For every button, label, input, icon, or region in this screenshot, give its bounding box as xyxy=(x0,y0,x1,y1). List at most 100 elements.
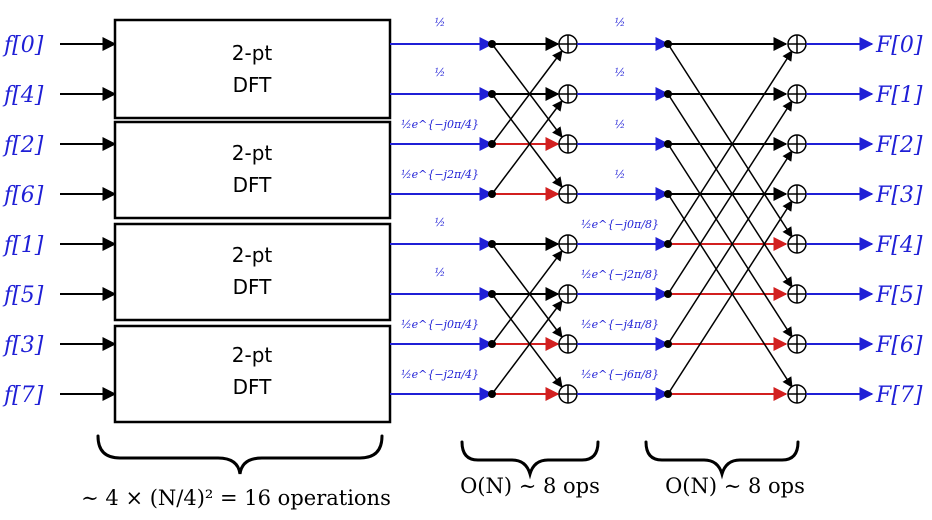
input-label: f[6] xyxy=(2,183,44,208)
adder-symbol xyxy=(558,384,578,404)
stage1-coefficients: ½ ½ ½e^{−j0π/4} ½e^{−j2π/4} ½ ½ ½e^{−j0π… xyxy=(401,16,479,381)
junction-node xyxy=(664,140,672,148)
adder-symbol xyxy=(787,34,807,54)
coefficient-label: ½e^{−j4π/8} xyxy=(581,318,659,331)
adder-symbol xyxy=(558,234,578,254)
dft-blocks: 2-pt DFT 2-pt DFT 2-pt DFT 2-pt DFT xyxy=(113,18,392,424)
coefficient-label: ½ xyxy=(615,118,626,131)
butterfly-cross xyxy=(491,300,563,395)
junction-node xyxy=(488,190,496,198)
adder-symbol xyxy=(558,84,578,104)
output-labels: F[0] F[1] F[2] F[3] F[4] F[5] F[6] F[7] xyxy=(875,33,923,408)
dft-cost-label: ∼ 4 × (N/4)² = 16 operations xyxy=(81,486,391,510)
butterfly-cross xyxy=(491,50,563,145)
butterfly-cross xyxy=(491,293,563,388)
adder-symbol xyxy=(558,34,578,54)
input-label: f[0] xyxy=(2,33,44,58)
junction-node xyxy=(488,140,496,148)
dft-block-line1: 2-pt xyxy=(232,243,273,267)
input-arrows xyxy=(60,37,117,401)
dft-block-line2: DFT xyxy=(233,73,273,97)
output-label: F[5] xyxy=(875,283,923,308)
junction-node xyxy=(664,390,672,398)
butterfly-cross xyxy=(667,43,793,238)
junction-node xyxy=(488,40,496,48)
stage1-brace xyxy=(460,440,600,480)
dft-block-line2: DFT xyxy=(233,375,273,399)
coefficient-label: ½ xyxy=(615,66,626,79)
coefficient-label: ½ xyxy=(435,266,446,279)
coefficient-label: ½e^{−j2π/4} xyxy=(401,368,479,381)
dft-block-line2: DFT xyxy=(233,275,273,299)
butterfly-cross xyxy=(667,193,793,388)
braces xyxy=(96,434,800,480)
junction-node xyxy=(664,190,672,198)
stage2-brace xyxy=(644,440,800,480)
butterfly-cross xyxy=(667,150,793,345)
butterfly-cross xyxy=(667,93,793,288)
input-label: f[5] xyxy=(2,283,44,308)
junction-node xyxy=(488,390,496,398)
adder-symbol xyxy=(787,184,807,204)
coefficient-label: ½ xyxy=(435,66,446,79)
dft-block: 2-pt DFT xyxy=(113,120,392,220)
stage2-straight-lines xyxy=(668,37,788,401)
adder-symbol xyxy=(558,134,578,154)
coefficient-label: ½e^{−j0π/8} xyxy=(581,218,659,231)
butterfly-cross xyxy=(491,100,563,195)
coefficient-label: ½e^{−j2π/4} xyxy=(401,168,479,181)
input-label: f[7] xyxy=(2,383,44,408)
adder-symbol xyxy=(787,134,807,154)
dft-block-line2: DFT xyxy=(233,173,273,197)
junction-node xyxy=(488,90,496,98)
junction-node xyxy=(664,90,672,98)
dft-block: 2-pt DFT xyxy=(113,222,392,322)
stage1-nodes xyxy=(488,40,496,398)
adder-symbol xyxy=(787,334,807,354)
adder-symbol xyxy=(787,284,807,304)
butterfly-cross xyxy=(491,93,563,188)
junction-node xyxy=(488,240,496,248)
coefficient-label: ½ xyxy=(435,216,446,229)
stage2-coefficients: ½ ½ ½ ½ ½e^{−j0π/8} ½e^{−j2π/8} ½e^{−j4π… xyxy=(581,16,659,381)
junction-node xyxy=(488,340,496,348)
input-label: f[1] xyxy=(2,233,44,258)
coefficient-label: ½e^{−j2π/8} xyxy=(581,268,659,281)
junction-node xyxy=(664,40,672,48)
junction-node xyxy=(664,290,672,298)
input-labels: f[0] f[4] f[2] f[6] f[1] f[5] f[3] f[7] xyxy=(2,33,44,408)
coefficient-label: ½ xyxy=(615,168,626,181)
butterfly-cross xyxy=(667,50,793,245)
dft-block-line1: 2-pt xyxy=(232,41,273,65)
stage1-adders xyxy=(558,34,578,404)
butterfly-cross xyxy=(491,250,563,345)
butterfly-cross xyxy=(491,243,563,338)
stage2-cross-lines xyxy=(667,43,793,395)
input-label: f[2] xyxy=(2,133,44,158)
adder-symbol xyxy=(558,334,578,354)
stage2-signal-lines xyxy=(577,37,670,401)
stage1-cost-label: O(N) ∼ 8 ops xyxy=(460,474,600,498)
coefficient-label: ½ xyxy=(435,16,446,29)
output-label: F[3] xyxy=(875,183,923,208)
adder-symbol xyxy=(558,184,578,204)
adder-symbol xyxy=(787,384,807,404)
output-label: F[1] xyxy=(875,83,923,108)
stage1-cross-lines xyxy=(491,43,563,395)
coefficient-label: ½e^{−j0π/4} xyxy=(401,118,479,131)
stage1-straight-lines xyxy=(492,37,560,401)
cost-annotations: ∼ 4 × (N/4)² = 16 operations O(N) ∼ 8 op… xyxy=(81,474,805,510)
output-label: F[4] xyxy=(875,233,923,258)
output-arrows xyxy=(806,37,874,401)
adder-symbol xyxy=(558,284,578,304)
coefficient-label: ½ xyxy=(615,16,626,29)
output-label: F[0] xyxy=(875,33,923,58)
output-label: F[2] xyxy=(875,133,923,158)
junction-node xyxy=(664,240,672,248)
input-label: f[3] xyxy=(2,333,44,358)
stage2-adders xyxy=(787,34,807,404)
butterfly-cross xyxy=(491,43,563,138)
coefficient-label: ½e^{−j0π/4} xyxy=(401,318,479,331)
